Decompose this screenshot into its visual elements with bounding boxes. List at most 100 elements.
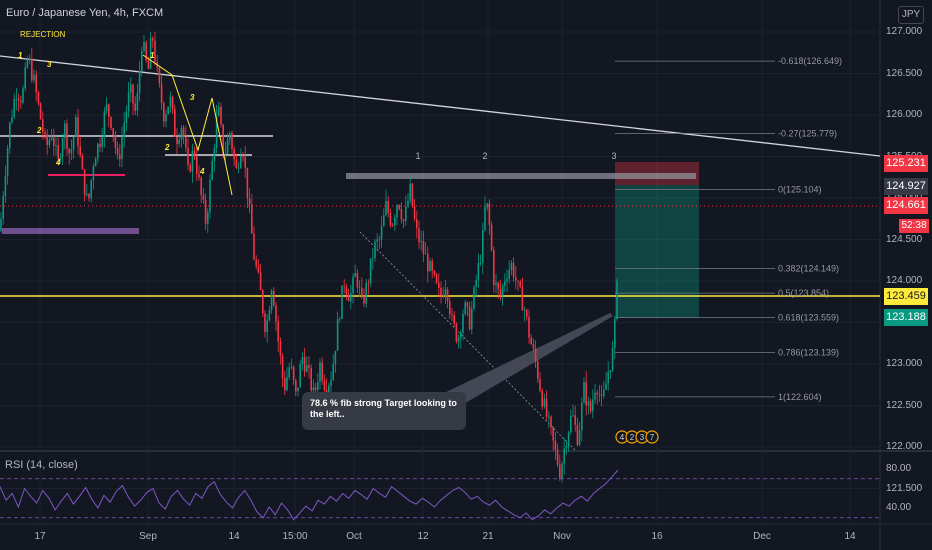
candle-body bbox=[438, 282, 440, 288]
candle-body bbox=[237, 167, 240, 169]
candle-body bbox=[543, 398, 546, 407]
candle-body bbox=[286, 377, 288, 391]
price-tag: 123.188 bbox=[884, 309, 928, 326]
event-badge-label: 3 bbox=[640, 433, 645, 442]
rsi-title[interactable]: RSI (14, close) bbox=[5, 459, 78, 471]
event-badge-label: 4 bbox=[620, 433, 625, 442]
candle-body bbox=[59, 156, 62, 159]
candle-body bbox=[409, 183, 411, 201]
candle-body bbox=[46, 134, 48, 145]
time-axis-tick: Oct bbox=[346, 531, 362, 542]
candle-body bbox=[363, 296, 365, 304]
candle-body bbox=[587, 401, 590, 406]
wave-label: 4 bbox=[199, 167, 205, 176]
candle-body bbox=[495, 282, 497, 286]
candle-body bbox=[50, 137, 53, 140]
candle-body bbox=[200, 177, 202, 195]
candle-body bbox=[220, 106, 222, 125]
candle-body bbox=[328, 385, 330, 397]
candle-body bbox=[532, 344, 535, 349]
price-axis-tick: 126.500 bbox=[886, 67, 923, 79]
candle-body bbox=[171, 96, 174, 110]
candle-body bbox=[510, 262, 513, 271]
candle-body bbox=[589, 401, 592, 412]
candle-body bbox=[26, 60, 29, 68]
candle-body bbox=[585, 381, 587, 406]
candle-body bbox=[20, 100, 22, 103]
candle-body bbox=[464, 302, 466, 315]
candle-body bbox=[145, 42, 147, 61]
candle-body bbox=[574, 415, 576, 425]
time-axis-tick: 17 bbox=[34, 531, 46, 542]
candle-body bbox=[600, 395, 603, 396]
candle-body bbox=[24, 67, 26, 89]
candle-body bbox=[97, 143, 99, 159]
rsi-line bbox=[0, 469, 619, 521]
candle-body bbox=[451, 314, 453, 316]
candle-body bbox=[499, 289, 502, 296]
candle-body bbox=[383, 215, 385, 227]
dashed-diagonal bbox=[359, 231, 576, 451]
candle-body bbox=[211, 160, 213, 180]
candle-body bbox=[350, 293, 352, 302]
candle-body bbox=[6, 148, 9, 176]
candle-body bbox=[367, 283, 370, 284]
price-axis-tick: 126.000 bbox=[886, 109, 923, 120]
price-tag: 123.459 bbox=[884, 288, 928, 305]
candle-body bbox=[209, 179, 211, 213]
candle-body bbox=[198, 173, 200, 178]
fib-label: -0.618(126.649) bbox=[778, 56, 842, 66]
candle-body bbox=[407, 200, 409, 207]
candle-body bbox=[66, 123, 68, 149]
candle-body bbox=[33, 74, 35, 81]
candle-body bbox=[486, 203, 488, 208]
candle-body bbox=[365, 283, 367, 304]
candle-body bbox=[143, 42, 145, 51]
price-tag: 124.927 bbox=[884, 178, 928, 195]
wave-label: 2 bbox=[164, 143, 170, 152]
candle-body bbox=[361, 287, 363, 297]
candle-body bbox=[528, 316, 530, 338]
candle-body bbox=[605, 383, 607, 390]
price-tag: 125.231 bbox=[884, 155, 928, 172]
candle-body bbox=[576, 424, 579, 445]
candle-body bbox=[279, 341, 282, 356]
candle-body bbox=[262, 290, 264, 314]
symbol-title[interactable]: Euro / Japanese Yen, 4h, FXCM bbox=[6, 7, 164, 19]
candle-body bbox=[539, 378, 541, 391]
candle-body bbox=[70, 149, 73, 154]
candle-body bbox=[336, 319, 339, 351]
event-badge-label: 7 bbox=[650, 433, 655, 442]
candle-body bbox=[130, 84, 132, 93]
price-axis-tick: 123.000 bbox=[886, 358, 923, 369]
candle-body bbox=[468, 306, 471, 330]
candle-body bbox=[323, 380, 326, 390]
time-axis-tick: Nov bbox=[553, 531, 571, 542]
candle-body bbox=[345, 286, 348, 295]
candle-body bbox=[565, 446, 568, 449]
candle-body bbox=[240, 155, 242, 168]
candle-body bbox=[180, 127, 183, 140]
candle-body bbox=[497, 282, 499, 290]
candle-body bbox=[442, 295, 444, 297]
candle-body bbox=[420, 240, 422, 243]
currency-button[interactable]: JPY bbox=[898, 6, 924, 24]
candle-body bbox=[110, 117, 112, 129]
candle-body bbox=[310, 367, 312, 391]
candle-body bbox=[519, 281, 521, 287]
candle-body bbox=[541, 390, 543, 407]
candle-body bbox=[215, 115, 218, 149]
candle-body bbox=[266, 320, 268, 332]
candle-body bbox=[380, 226, 383, 240]
callout-note[interactable]: 78.6 % fib strong Target looking to the … bbox=[302, 392, 466, 430]
time-axis-tick: Dec bbox=[753, 531, 771, 542]
candle-body bbox=[292, 366, 295, 380]
candle-body bbox=[614, 319, 616, 349]
price-axis-tick: 122.500 bbox=[886, 399, 923, 411]
candle-body bbox=[136, 92, 139, 111]
candle-body bbox=[290, 366, 293, 368]
candle-body bbox=[396, 205, 398, 218]
rsi-axis-tick: 80.00 bbox=[886, 463, 912, 474]
candle-body bbox=[504, 281, 506, 286]
